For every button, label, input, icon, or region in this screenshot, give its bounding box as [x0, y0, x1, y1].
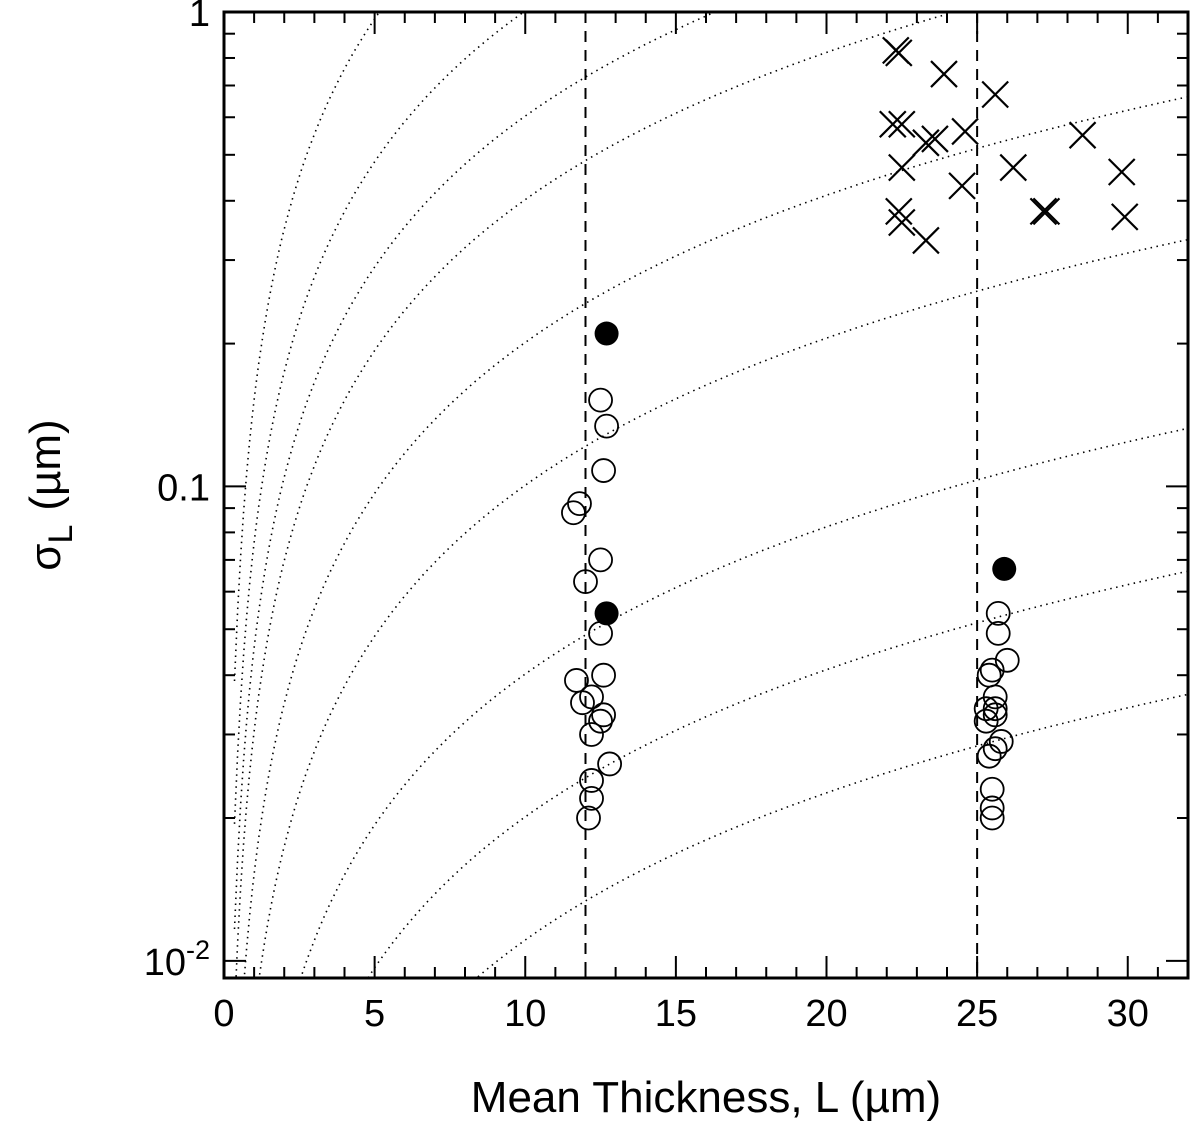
- open-circle-point-30: [982, 736, 1008, 762]
- cross-point-11: [999, 153, 1028, 182]
- guide-curve-5: [235, 12, 958, 978]
- open-circle-point-22: [979, 657, 1005, 683]
- open-circle-point-9: [591, 662, 616, 688]
- open-circle-point-29: [988, 729, 1014, 754]
- y-tick-label-base: 10: [144, 942, 186, 984]
- y-tick-label-0: 10-2: [144, 935, 210, 984]
- cross-point-7: [921, 125, 949, 153]
- open-circle-point-12: [591, 702, 616, 728]
- y-axis-symbol: σ: [21, 544, 70, 571]
- open-circle-point-32: [979, 776, 1005, 802]
- filled-circle-point-1: [594, 601, 619, 626]
- cross-point-8: [951, 117, 979, 146]
- open-circle-point-18: [576, 805, 601, 831]
- open-circle-point-20: [985, 620, 1011, 646]
- cross-point-14: [885, 197, 913, 226]
- plot-frame: [222, 10, 1190, 980]
- y-tick-label-2: 1: [189, 0, 210, 35]
- data-points: [561, 36, 1139, 831]
- y-axis-title: σL (µm): [21, 419, 80, 570]
- open-circle-point-21: [994, 647, 1020, 673]
- cross-point-3: [981, 80, 1009, 109]
- cross-point-15: [1029, 197, 1058, 226]
- cross-point-18: [1110, 203, 1139, 231]
- cross-point-17: [888, 208, 916, 237]
- cross-point-6: [912, 129, 940, 157]
- guide-curve-2: [299, 427, 1187, 978]
- cross-point-2: [930, 60, 958, 88]
- cross-point-12: [1107, 158, 1136, 186]
- x-axis-title: Mean Thickness, L (µm): [471, 1073, 941, 1122]
- open-circle-point-1: [594, 413, 619, 439]
- cross-point-5: [888, 110, 916, 139]
- open-circle-point-4: [561, 500, 586, 526]
- open-circle-point-33: [979, 795, 1005, 821]
- open-circle-point-34: [979, 805, 1005, 831]
- open-circle-point-28: [973, 708, 999, 734]
- cross-point-10: [888, 153, 916, 182]
- cross-point-9: [1068, 121, 1097, 149]
- open-circle-point-15: [597, 751, 622, 777]
- x-tick-label-10: 10: [504, 993, 546, 1035]
- guide-curve-8: [233, 12, 381, 682]
- open-circle-point-0: [588, 387, 613, 413]
- x-tick-label-20: 20: [805, 993, 847, 1035]
- x-tick-label-30: 30: [1107, 993, 1149, 1035]
- filled-circle-point-2: [992, 556, 1017, 581]
- open-circle-point-14: [579, 722, 604, 747]
- open-circle-point-6: [573, 569, 598, 595]
- open-circle-point-17: [579, 785, 604, 811]
- x-tick-label-5: 5: [364, 993, 385, 1035]
- guide-curve-1: [366, 570, 1187, 978]
- cross-point-4: [878, 110, 907, 139]
- open-circle-point-31: [976, 743, 1002, 769]
- axes: [222, 10, 1190, 980]
- y-tick-label-exponent: -2: [186, 935, 210, 965]
- y-axis-units: (µm): [21, 419, 70, 510]
- open-circle-point-11: [579, 684, 604, 710]
- open-circle-point-25: [973, 696, 999, 722]
- open-circle-point-2: [591, 458, 616, 483]
- cross-point-13: [948, 172, 976, 200]
- guide-curve-3: [258, 239, 1187, 978]
- open-circle-point-19: [985, 600, 1011, 626]
- filled-circle-point-0: [594, 321, 619, 346]
- x-tick-label-0: 0: [213, 993, 234, 1035]
- x-tick-label-15: 15: [655, 993, 697, 1035]
- cross-point-1: [885, 39, 913, 67]
- open-circle-point-5: [588, 547, 613, 573]
- guide-curve-6: [233, 12, 718, 930]
- guide-curve-0: [475, 693, 1187, 978]
- open-circle-point-27: [982, 702, 1008, 728]
- reference-lines: [584, 12, 979, 978]
- y-tick-label-1: 0.1: [157, 467, 210, 509]
- open-circle-point-13: [588, 708, 613, 734]
- guide-curve-4: [243, 96, 1187, 978]
- y-axis-subscript: L: [42, 525, 80, 544]
- guide-curves: [233, 12, 1187, 978]
- open-circle-point-26: [982, 696, 1008, 722]
- cross-point-19: [912, 226, 940, 255]
- guide-curve-7: [233, 12, 525, 824]
- cross-point-16: [1032, 197, 1061, 226]
- open-circle-point-7: [588, 620, 613, 646]
- open-circle-point-16: [579, 768, 604, 793]
- x-tick-label-25: 25: [956, 993, 998, 1035]
